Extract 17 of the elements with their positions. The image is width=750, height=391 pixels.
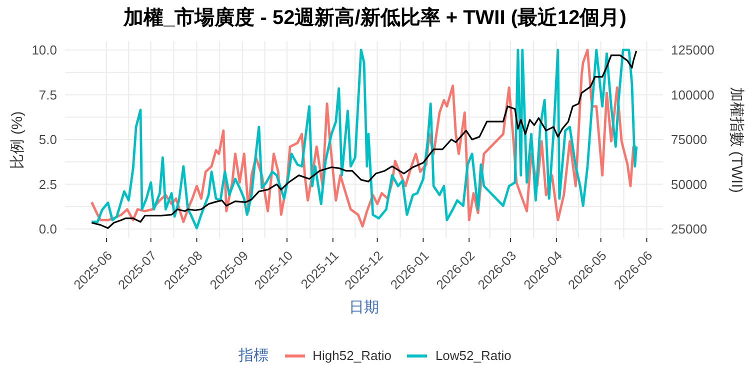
y-tick-label: 0.0 xyxy=(38,222,57,237)
legend-label: High52_Ratio xyxy=(312,348,392,363)
y2-tick-label: 25000 xyxy=(671,222,708,237)
y2-axis-title: 加權指數 (TWII) xyxy=(727,86,746,195)
y-tick-label: 2.5 xyxy=(38,176,57,192)
y-tick-label: 7.5 xyxy=(38,87,57,102)
y-tick-label: 10.0 xyxy=(32,42,57,58)
y2-tick-label: 125000 xyxy=(671,42,714,58)
y-axis-title: 比例 (%) xyxy=(8,110,27,171)
y2-tick-label: 50000 xyxy=(671,176,708,192)
y-tick-label: 5.0 xyxy=(38,132,57,148)
y2-tick-label: 75000 xyxy=(671,132,708,148)
legend-label: Low52_Ratio xyxy=(435,348,512,363)
chart-title: 加權_市場廣度 - 52週新高/新低比率 + TWII (最近12個月) xyxy=(122,6,628,31)
x-axis-title: 日期 xyxy=(348,298,380,317)
legend-title: 指標 xyxy=(238,346,269,365)
y2-tick-label: 100000 xyxy=(671,87,714,102)
